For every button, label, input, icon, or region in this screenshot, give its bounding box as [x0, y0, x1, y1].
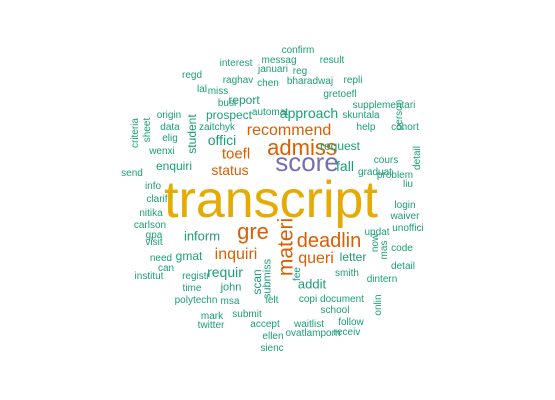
word-request: request [319, 139, 361, 153]
word-waiver: waiver [390, 211, 420, 222]
word-queri: queri [298, 250, 334, 267]
word-zaitchyk: zaitchyk [198, 122, 236, 133]
word-receiv: receiv [333, 327, 361, 338]
word-requir: requir [207, 264, 243, 280]
word-januari: januari [257, 64, 289, 75]
word-institut: institut [134, 271, 164, 282]
word-deadlin: deadlin [296, 230, 362, 252]
word-time: time [182, 283, 202, 294]
word-ellen: ellen [262, 331, 284, 342]
word-origin: origin [156, 110, 182, 121]
word-updat: updat [364, 227, 390, 238]
word-login: login [394, 200, 416, 211]
word-report: report [228, 93, 260, 107]
word-carlson: carlson [133, 220, 167, 231]
word-score: score [275, 147, 339, 177]
word-status: status [211, 162, 249, 178]
word-waitlist: waitlist [293, 319, 325, 330]
word-wenxi: wenxi [149, 146, 175, 157]
word-msa: msa [220, 296, 240, 307]
word-send: send [121, 168, 143, 179]
word-detail: detail [412, 146, 423, 170]
word-help: help [356, 122, 376, 133]
word-chen: chen [257, 78, 279, 89]
word-recommend: recommend [246, 122, 332, 139]
word-john: john [220, 281, 242, 294]
word-document: document [320, 294, 364, 305]
word-repli: repli [343, 75, 363, 86]
word-submit: submit [232, 309, 262, 320]
word-nitika: nitika [139, 208, 163, 219]
word-need: need [149, 253, 173, 264]
word-miss: miss [207, 86, 229, 97]
word-admiss: admiss [267, 135, 337, 160]
word-person: person [394, 99, 405, 131]
word-graduat: graduat [358, 167, 392, 178]
word-follow: follow [338, 317, 364, 328]
word-fee: fee [292, 267, 303, 281]
word-polytechn: polytechn [174, 295, 218, 306]
word-elig: elig [162, 133, 178, 144]
word-bharadwaj: bharadwaj [286, 76, 334, 87]
word-automat: automat [251, 107, 289, 118]
word-detail: detail [391, 261, 415, 272]
word-confirm: confirm [281, 45, 315, 56]
word-visit: visit [145, 237, 163, 248]
word-gpa: gpa [145, 230, 163, 241]
word-onlin: onlin [373, 294, 384, 316]
word-inform: inform [183, 228, 221, 244]
word-result: result [319, 55, 345, 66]
word-mark: mark [200, 311, 224, 322]
word-info: info [144, 181, 162, 192]
word-gre: gre [237, 219, 269, 244]
word-raghav: raghav [222, 75, 254, 86]
word-clarif: clarif [146, 194, 168, 205]
word-smith: smith [335, 268, 359, 279]
word-enquiri: enquiri [155, 159, 193, 173]
word-offici: offici [207, 132, 237, 148]
word-transcript: transcript [164, 171, 378, 229]
word-registr: registr [182, 271, 210, 282]
word-gmat: gmat [175, 249, 203, 263]
word-data: data [160, 122, 180, 133]
word-accept: accept [250, 319, 280, 330]
word-twitter: twitter [197, 320, 225, 331]
word-reg: reg [292, 66, 308, 77]
word-lal: lal [196, 84, 208, 95]
word-criteria: criteria [130, 117, 141, 149]
word-inquiri: inquiri [214, 246, 258, 263]
word-letter: letter [339, 250, 367, 264]
word-skuntala: skuntala [342, 110, 380, 121]
word-regd: regd [181, 70, 203, 81]
word-addit: addit [297, 276, 327, 292]
word-school: school [320, 305, 350, 316]
word-prospect: prospect [205, 108, 253, 122]
word-toefl: toefl [221, 145, 251, 163]
word-busi: busi [217, 98, 237, 109]
word-fall: fall [336, 158, 354, 174]
word-code: code [391, 243, 413, 254]
word-problem: problem [376, 170, 414, 181]
word-supplementari: supplementari [352, 100, 416, 111]
word-sienc: sienc [260, 343, 284, 354]
word-unoffici: unoffici [392, 223, 424, 234]
word-ovatlamporn: ovatlamporn [285, 328, 341, 339]
word-approach: approach [279, 105, 339, 121]
word-cohort: cohort [391, 122, 419, 133]
word-messag: messag [261, 55, 297, 66]
word-sheet: sheet [142, 117, 153, 143]
word-cours: cours [373, 155, 399, 166]
word-dintern: dintern [366, 274, 398, 285]
word-liu: liu [402, 179, 414, 190]
word-can: can [157, 263, 175, 274]
word-student: student [185, 114, 199, 154]
word-ielt: ielt [265, 295, 279, 306]
word-gretoefl: gretoefl [323, 89, 357, 100]
word-mas: mas [379, 240, 390, 260]
word-copi: copi [298, 294, 318, 305]
word-submiss: submiss [261, 258, 274, 300]
word-interest: interest [219, 58, 253, 69]
